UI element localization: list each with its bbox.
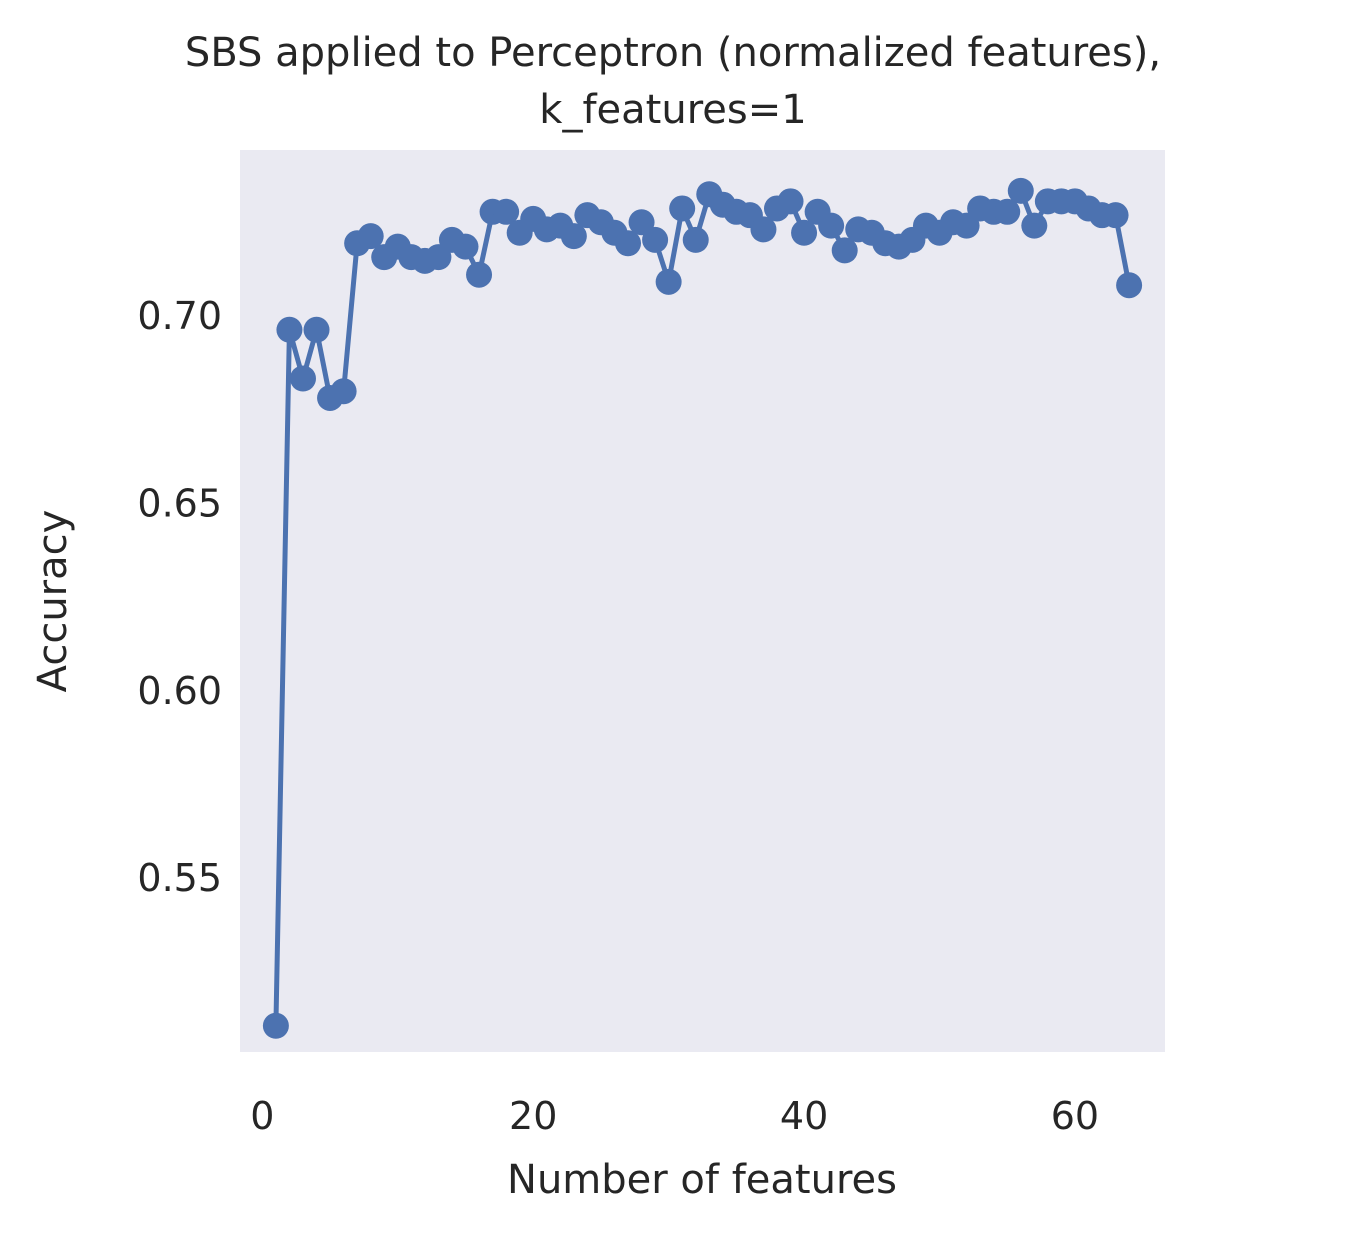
x-tick-label: 0: [250, 1094, 274, 1138]
x-axis-label: Number of features: [507, 1157, 897, 1203]
data-point-marker: [262, 1012, 289, 1039]
y-axis-ticks: 0.55 0.60 0.65 0.70: [137, 294, 222, 900]
x-tick-label: 20: [509, 1094, 557, 1138]
chart-title-line-2: k_features=1: [539, 87, 807, 133]
data-point-marker: [560, 223, 587, 250]
data-point-marker: [1102, 202, 1129, 229]
data-point-marker: [994, 198, 1021, 225]
data-point-marker: [831, 237, 858, 264]
y-tick-label: 0.60: [137, 669, 222, 713]
data-point-marker: [1007, 177, 1034, 204]
data-point-marker: [655, 268, 682, 295]
y-axis-label: Accuracy: [30, 510, 76, 693]
x-tick-label: 60: [1051, 1094, 1099, 1138]
data-point-marker: [642, 226, 669, 253]
x-axis-ticks: 0 20 40 60: [250, 1094, 1099, 1138]
data-point-marker: [669, 195, 696, 222]
data-point-marker: [682, 226, 709, 253]
data-point-marker: [289, 365, 316, 392]
data-point-marker: [1021, 212, 1048, 239]
y-tick-label: 0.55: [137, 856, 222, 900]
plot-area: [240, 150, 1165, 1052]
data-point-marker: [777, 188, 804, 215]
data-point-marker: [750, 216, 777, 243]
data-point-marker: [791, 219, 818, 246]
data-point-marker: [466, 261, 493, 288]
data-point-marker: [303, 316, 330, 343]
data-point-marker: [615, 230, 642, 257]
data-point-marker: [818, 212, 845, 239]
data-point-marker: [1116, 272, 1143, 299]
data-point-marker: [330, 378, 357, 405]
data-point-marker: [628, 209, 655, 236]
data-point-marker: [493, 198, 520, 225]
chart-title-line-1: SBS applied to Perceptron (normalized fe…: [184, 30, 1162, 76]
x-tick-label: 40: [780, 1094, 828, 1138]
data-point-marker: [276, 316, 303, 343]
data-point-marker: [452, 233, 479, 260]
series-layer: [262, 177, 1143, 1039]
data-point-marker: [357, 223, 384, 250]
y-tick-label: 0.70: [137, 294, 222, 338]
y-tick-label: 0.65: [137, 481, 222, 525]
